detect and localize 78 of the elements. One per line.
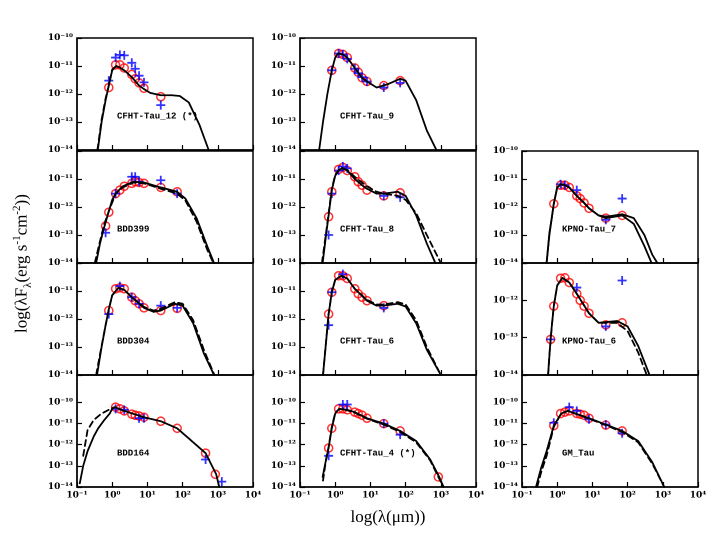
y-tick-label: 10⁻¹² bbox=[270, 89, 296, 99]
y-tick-label: 10⁻¹⁴ bbox=[492, 482, 518, 492]
y-tick-label: 10⁻¹⁴ bbox=[270, 370, 296, 380]
annotation: BDD304 bbox=[117, 336, 150, 346]
annotation: BDD399 bbox=[117, 224, 150, 234]
x-tick-label: 10² bbox=[397, 490, 414, 500]
annotation: CFHT-Tau_4 (*) bbox=[340, 448, 416, 458]
y-tick-label: 10⁻¹⁴ bbox=[492, 258, 518, 268]
y-tick-label: 10⁻¹⁰ bbox=[270, 33, 296, 43]
y-tick-label: 10⁻¹⁴ bbox=[270, 258, 296, 268]
y-tick-label: 10⁻¹¹ bbox=[48, 174, 74, 184]
y-tick-label: 10⁻¹² bbox=[48, 202, 74, 212]
y-tick-label: 10⁻¹¹ bbox=[48, 286, 74, 296]
x-axis-title: log(λ(μm)) bbox=[350, 507, 426, 527]
x-tick-label: 10⁻¹ bbox=[289, 490, 311, 500]
x-tick-label: 10⁻¹ bbox=[66, 490, 88, 500]
x-tick-label: 10⁰ bbox=[104, 490, 120, 500]
y-tick-label: 10⁻¹³ bbox=[48, 460, 74, 471]
x-tick-label: 10³ bbox=[654, 490, 672, 500]
x-tick-label: 10² bbox=[619, 490, 636, 500]
x-tick-label: 10² bbox=[174, 490, 191, 500]
y-tick-label: 10⁻¹⁴ bbox=[48, 145, 74, 155]
y-tick-label: 10⁻¹¹ bbox=[270, 61, 296, 71]
y-tick-label: 10⁻¹² bbox=[48, 314, 74, 324]
x-tick-label: 10¹ bbox=[362, 490, 379, 500]
y-tick-label: 10⁻¹⁰ bbox=[48, 33, 74, 43]
y-tick-label: 10⁻¹³ bbox=[270, 117, 296, 127]
y-tick-label: 10⁻¹¹ bbox=[492, 418, 518, 429]
y-tick-label: 10⁻¹³ bbox=[270, 230, 296, 240]
x-tick-label: 10⁰ bbox=[548, 490, 566, 500]
y-tick-label: 10⁻¹² bbox=[492, 295, 518, 306]
annotation: KPNO-Tau_7 bbox=[562, 224, 616, 234]
y-tick-label: 10⁻¹⁴ bbox=[270, 482, 296, 492]
y-tick-label: 10⁻¹⁴ bbox=[492, 370, 518, 380]
y-tick-label: 10⁻¹¹ bbox=[48, 61, 74, 71]
y-tick-label: 10⁻¹² bbox=[492, 202, 518, 212]
annotation: CFHT-Tau_9 bbox=[340, 112, 394, 122]
y-tick-label: 10⁻¹⁰ bbox=[492, 397, 518, 408]
y-tick-label: 10⁻¹³ bbox=[492, 230, 518, 240]
x-tick-label: 10⁴ bbox=[690, 490, 706, 500]
y-tick-label: 10⁻¹² bbox=[48, 89, 74, 99]
y-tick-label: 10⁻¹³ bbox=[48, 117, 74, 127]
y-tick-label: 10⁻¹³ bbox=[48, 230, 74, 240]
y-tick-label: 10⁻¹² bbox=[270, 202, 296, 212]
y-tick-label: 10⁻¹¹ bbox=[492, 174, 518, 184]
y-tick-label: 10⁻¹⁰ bbox=[270, 397, 296, 408]
y-tick-label: 10⁻¹⁴ bbox=[48, 258, 74, 268]
y-tick-label: 10⁻¹¹ bbox=[48, 418, 74, 429]
x-tick-label: 10³ bbox=[432, 490, 450, 500]
x-tick-label: 10¹ bbox=[139, 490, 156, 500]
y-tick-label: 10⁻¹² bbox=[492, 440, 518, 450]
y-tick-label: 10⁻¹² bbox=[48, 440, 74, 450]
y-tick-label: 10⁻¹³ bbox=[48, 342, 74, 352]
y-tick-label: 10⁻¹² bbox=[270, 440, 296, 450]
annotation: CFHT-Tau_8 bbox=[340, 224, 394, 234]
y-tick-label: 10⁻¹⁰ bbox=[48, 397, 74, 408]
y-tick-label: 10⁻¹³ bbox=[270, 342, 296, 352]
y-tick-label: 10⁻¹¹ bbox=[270, 418, 296, 429]
y-tick-label: 10⁻¹⁴ bbox=[270, 145, 296, 155]
x-tick-label: 10⁴ bbox=[468, 490, 484, 500]
y-tick-label: 10⁻¹¹ bbox=[270, 174, 296, 184]
y-tick-label: 10⁻¹² bbox=[270, 314, 296, 324]
x-tick-label: 10⁻¹ bbox=[511, 490, 533, 500]
x-tick-label: 10¹ bbox=[584, 490, 601, 500]
annotation: CFHT-Tau_6 bbox=[340, 336, 394, 346]
y-tick-label: 10⁻¹³ bbox=[492, 460, 518, 471]
x-tick-label: 10³ bbox=[210, 490, 226, 500]
y-tick-label: 10⁻¹³ bbox=[492, 332, 518, 343]
y-tick-label: 10⁻¹³ bbox=[270, 460, 296, 471]
annotation: GM_Tau bbox=[562, 448, 594, 458]
y-tick-label: 10⁻¹⁴ bbox=[48, 370, 74, 380]
annotation: BDD164 bbox=[117, 448, 150, 458]
annotation: KPNO-Tau_6 bbox=[562, 336, 616, 346]
x-tick-label: 10⁰ bbox=[326, 490, 344, 500]
y-tick-label: 10⁻¹⁰ bbox=[492, 146, 518, 156]
y-tick-label: 10⁻¹¹ bbox=[270, 286, 296, 296]
x-tick-label: 10⁴ bbox=[244, 490, 262, 500]
y-tick-label: 10⁻¹⁴ bbox=[48, 482, 74, 492]
